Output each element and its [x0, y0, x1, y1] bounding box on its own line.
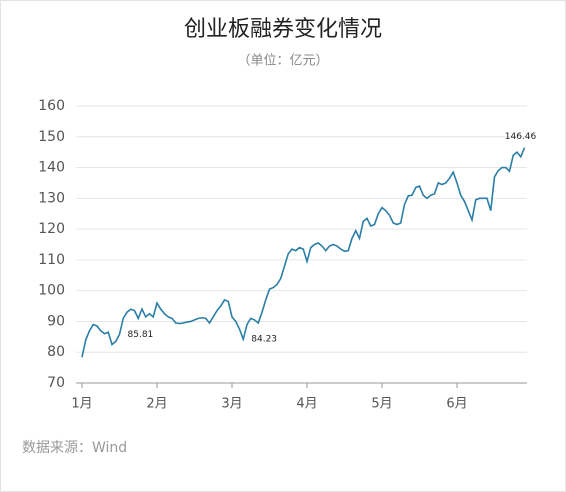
y-tick-label: 160 [38, 98, 65, 114]
chart-subtitle: （单位：亿元） [237, 54, 328, 69]
y-tick-label: 110 [38, 252, 65, 268]
x-tick-label: 4月 [296, 397, 317, 412]
y-tick-label: 90 [47, 313, 65, 329]
y-tick-label: 80 [47, 344, 65, 360]
x-tick-label: 3月 [221, 397, 242, 412]
data-label: 85.81 [128, 330, 154, 340]
y-tick-label: 140 [38, 160, 65, 176]
data-line [81, 147, 526, 358]
data-label: 146.46 [505, 132, 537, 142]
x-tick-label: 5月 [371, 397, 392, 412]
y-tick-label: 120 [38, 221, 65, 237]
y-tick-label: 70 [47, 375, 65, 391]
source-note: 数据来源：Wind [22, 440, 127, 456]
data-label: 84.23 [251, 335, 277, 345]
y-tick-label: 150 [38, 129, 65, 145]
y-tick-label: 130 [38, 190, 65, 206]
x-tick-label: 6月 [446, 397, 467, 412]
x-tick-label: 1月 [71, 397, 92, 412]
x-tick-label: 2月 [146, 397, 167, 412]
chart-title: 创业板融券变化情况 [184, 17, 382, 42]
y-tick-label: 100 [38, 283, 65, 299]
